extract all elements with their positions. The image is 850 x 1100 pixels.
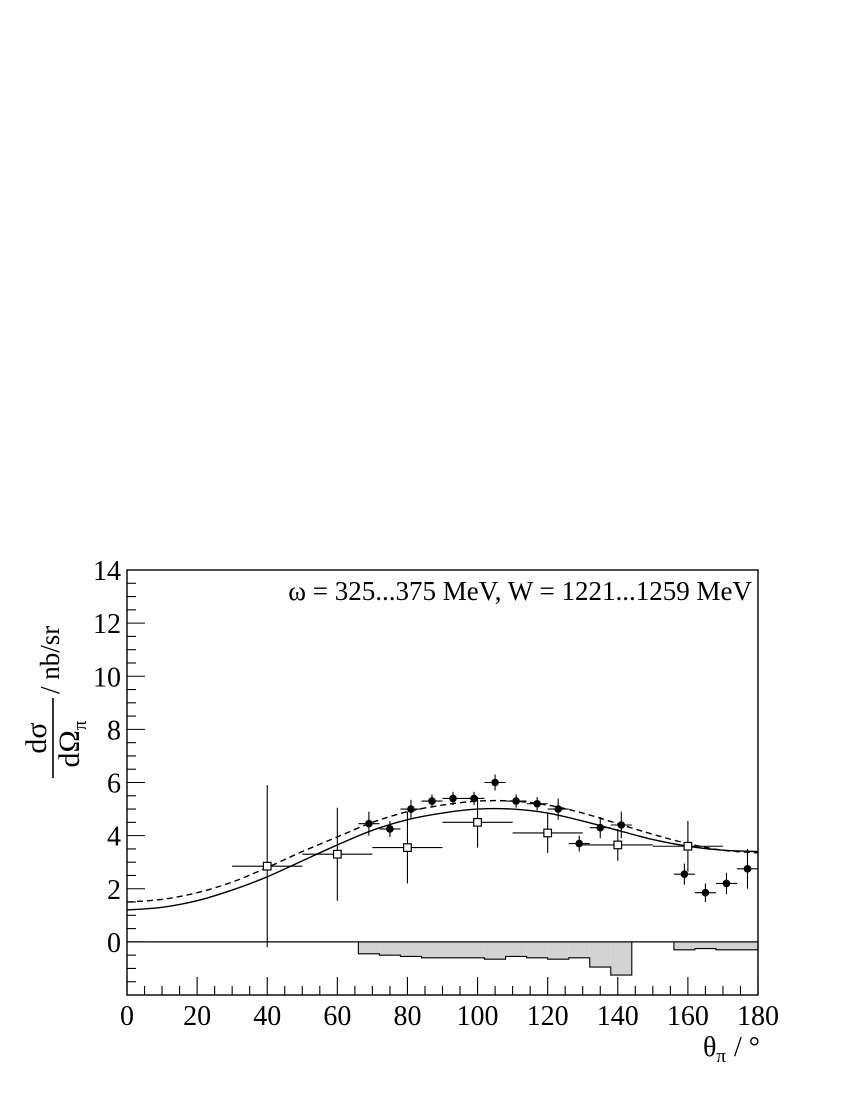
xlabel-main: θ	[703, 1032, 716, 1063]
data-point-filled-circle	[386, 825, 394, 833]
systematic-band-outline	[357, 941, 633, 976]
systematic-bin	[547, 941, 569, 960]
y-tick-label: 0	[107, 928, 121, 959]
x-tick-label: 40	[253, 1001, 281, 1032]
systematic-bin	[694, 941, 716, 949]
systematic-bin	[463, 941, 485, 958]
data-point-filled-circle	[701, 888, 710, 897]
axis-ticks	[126, 569, 759, 996]
data-point-open-square	[683, 841, 693, 851]
xlabel-unit: / °	[734, 1032, 760, 1063]
data-point-open-square	[543, 828, 553, 838]
ylabel-denominator-sub: π	[70, 720, 91, 730]
systematic-bin	[421, 941, 443, 958]
y-tick-label: 14	[93, 556, 121, 587]
plot-frame	[126, 569, 759, 996]
data-point-open-square	[403, 843, 412, 852]
y-tick-label: 6	[107, 769, 121, 800]
x-axis-label: θπ / °	[703, 1032, 760, 1067]
systematic-bin	[610, 941, 632, 976]
y-tick-label: 8	[107, 715, 121, 746]
y-tick-label: 4	[107, 822, 121, 853]
y-tick-label: 12	[93, 609, 121, 640]
systematic-bin	[400, 941, 422, 957]
chart-annotation: ω = 325...375 MeV, W = 1221...1259 MeV	[288, 576, 752, 606]
data-point-open-square	[262, 861, 272, 871]
systematic-bin	[484, 941, 506, 960]
data-point-open-square	[473, 817, 482, 827]
data-point-filled-circle	[365, 819, 373, 828]
systematic-bin	[358, 941, 380, 954]
data-point-filled-circle	[575, 839, 584, 848]
data-point-filled-circle	[722, 879, 731, 888]
data-point-filled-circle	[533, 799, 541, 808]
data-point-open-square	[613, 840, 623, 850]
model-curve-dashed	[126, 799, 759, 903]
systematic-band-outline	[673, 941, 759, 951]
systematic-bin	[505, 941, 527, 957]
data-point-filled-circle	[596, 823, 605, 832]
systematic-bin	[442, 941, 464, 958]
xlabel-sub: π	[716, 1046, 726, 1067]
systematic-bin	[526, 941, 548, 958]
x-tick-label: 80	[393, 1001, 421, 1032]
data-point-open-square	[332, 849, 342, 859]
data-point-filled-circle	[407, 805, 415, 813]
systematic-bin	[589, 941, 611, 968]
tick-labels: 0 20 40 60 80 100 120 140 160 180 0 2 4 6 8 10 12 14	[93, 556, 779, 1032]
data-point-filled-circle	[428, 797, 436, 805]
ylabel-denominator: dΩπ	[53, 720, 91, 767]
data-point-filled-circle	[449, 794, 457, 803]
data-point-filled-circle	[491, 778, 499, 787]
data-point-filled-circle	[617, 821, 626, 829]
model-curves	[126, 799, 759, 911]
x-tick-label: 140	[597, 1001, 639, 1032]
ylabel-denominator-main: dΩ	[53, 730, 86, 767]
systematic-bin	[379, 941, 401, 956]
x-tick-label: 0	[120, 1001, 134, 1032]
systematic-bin	[715, 941, 737, 950]
ylabel-unit: / nb/sr	[35, 626, 65, 694]
x-tick-label: 120	[527, 1001, 569, 1032]
systematic-bin	[568, 941, 590, 958]
x-tick-label: 60	[323, 1001, 351, 1032]
data-point-filled-circle	[554, 805, 562, 813]
x-tick-label: 180	[737, 1001, 779, 1032]
model-curve-solid	[126, 807, 759, 911]
x-tick-label: 160	[667, 1001, 709, 1032]
x-tick-label: 100	[457, 1001, 499, 1032]
y-axis-label: dσ dΩπ / nb/sr	[20, 626, 91, 778]
systematic-bin	[673, 941, 695, 950]
ylabel-numerator: dσ	[20, 722, 53, 753]
data-point-filled-circle	[470, 794, 478, 803]
data-point-filled-circle	[512, 797, 520, 805]
systematic-error-band	[357, 941, 759, 976]
systematic-bin	[736, 941, 758, 950]
x-tick-label: 20	[183, 1001, 211, 1032]
data-point-filled-circle	[680, 870, 689, 878]
data-points	[232, 774, 758, 948]
y-tick-label: 10	[93, 662, 121, 693]
y-tick-label: 2	[107, 875, 121, 906]
data-point-filled-circle	[743, 865, 752, 873]
